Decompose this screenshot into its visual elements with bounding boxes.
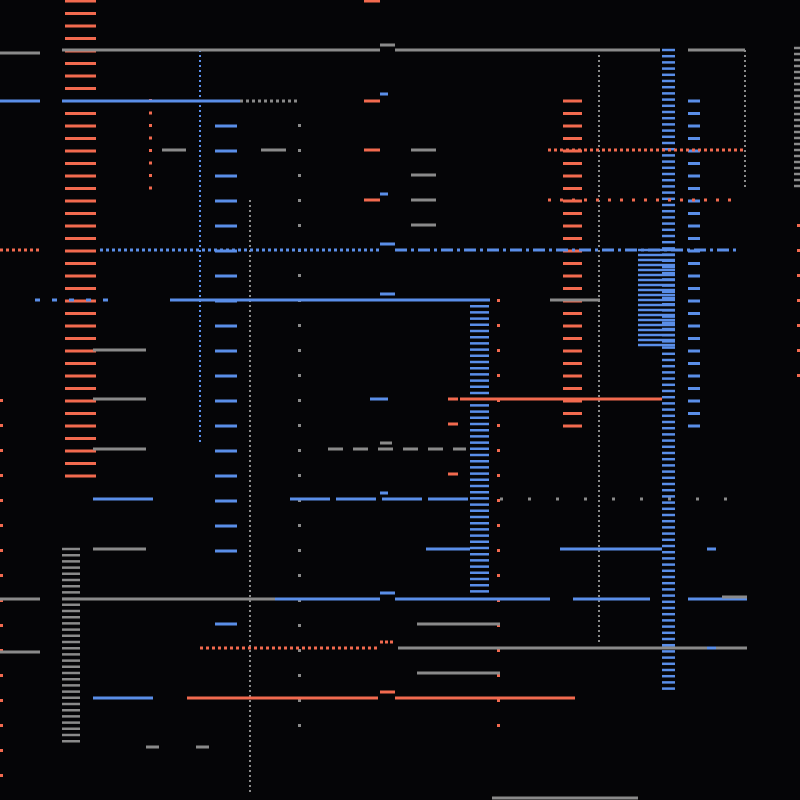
dot	[0, 474, 3, 477]
dot	[497, 724, 500, 727]
dot	[298, 724, 301, 727]
dot	[149, 186, 152, 190]
dot	[298, 699, 301, 702]
dot	[797, 299, 800, 302]
dot	[0, 774, 3, 777]
dot	[497, 499, 500, 502]
dot	[149, 161, 152, 165]
dot	[298, 149, 301, 152]
dot	[298, 524, 301, 527]
dot	[298, 224, 301, 227]
dot	[0, 624, 3, 627]
dot	[497, 649, 500, 652]
dot	[298, 649, 301, 652]
dot	[497, 674, 500, 677]
dot	[0, 424, 3, 427]
dot	[797, 374, 800, 377]
dot	[298, 549, 301, 552]
dot	[497, 699, 500, 702]
dot	[298, 624, 301, 627]
dot	[298, 174, 301, 177]
dot	[298, 424, 301, 427]
dot	[0, 499, 3, 502]
dot	[0, 574, 3, 577]
dot	[0, 549, 3, 552]
dot	[797, 349, 800, 352]
dot	[497, 449, 500, 452]
dot	[797, 249, 800, 252]
dot	[0, 699, 3, 702]
dot	[0, 524, 3, 527]
dot	[298, 349, 301, 352]
dot	[298, 574, 301, 577]
dot	[149, 174, 152, 177]
dot	[298, 199, 301, 202]
dot	[497, 524, 500, 527]
dot	[497, 424, 500, 427]
dot	[0, 749, 3, 752]
dot	[497, 574, 500, 577]
dot	[149, 124, 152, 127]
dot	[497, 349, 500, 352]
dot	[797, 274, 800, 277]
dot	[298, 449, 301, 452]
dot	[298, 124, 301, 127]
dot	[497, 474, 500, 477]
dot	[298, 274, 301, 277]
dot	[298, 399, 301, 402]
dot	[149, 111, 152, 115]
dot	[298, 474, 301, 477]
dot	[298, 374, 301, 377]
dot	[298, 324, 301, 327]
dot	[497, 324, 500, 327]
dot	[149, 136, 152, 140]
dot	[0, 724, 3, 727]
dot	[149, 149, 152, 152]
dot	[298, 674, 301, 677]
dot	[0, 674, 3, 677]
dot	[497, 299, 500, 302]
dot	[797, 224, 800, 227]
dot	[497, 374, 500, 377]
dot	[497, 549, 500, 552]
dot	[0, 449, 3, 452]
dot	[0, 399, 3, 402]
dot	[797, 324, 800, 327]
